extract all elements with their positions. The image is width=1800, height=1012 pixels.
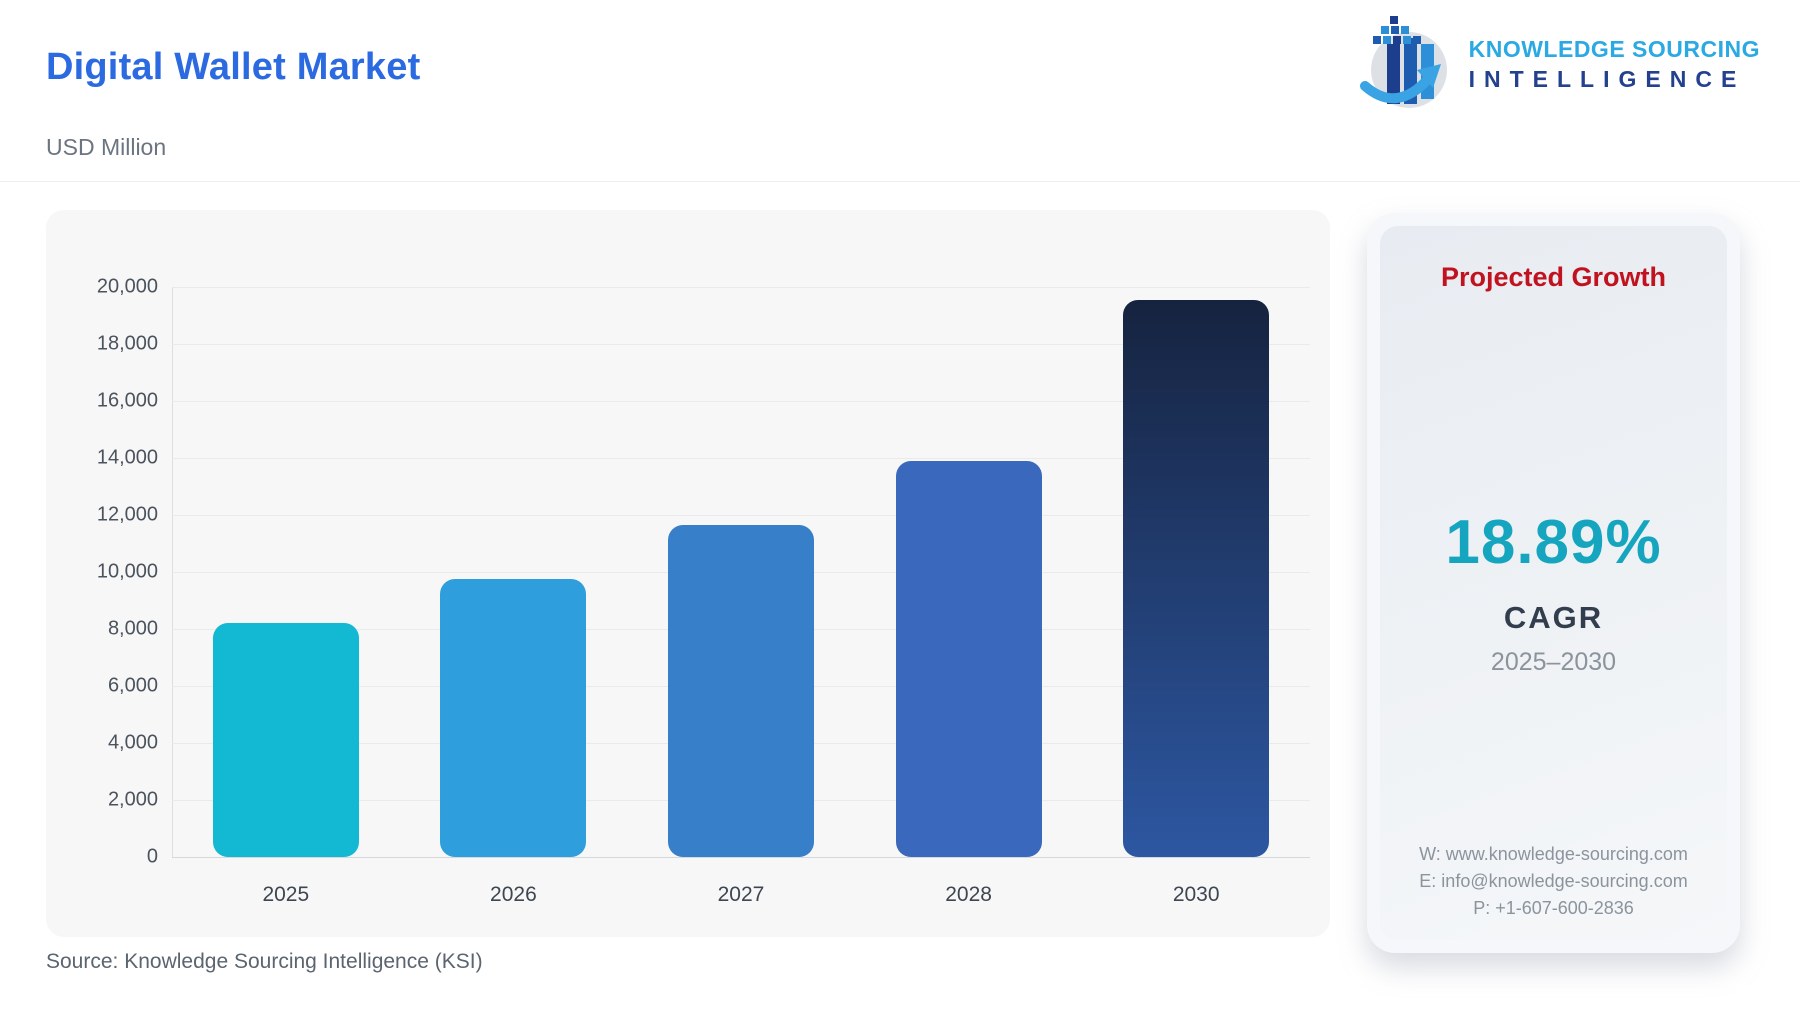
growth-panel-title: Projected Growth <box>1440 262 1667 292</box>
gridline-12000 <box>172 515 1310 516</box>
gridline-18000 <box>172 344 1310 345</box>
bar-2027 <box>667 524 814 857</box>
projected-growth-card-inner: Projected Growth 18.89% CAGR 2025–2030 W… <box>1380 226 1727 940</box>
y-tick-label-4000: 4,000 <box>107 731 158 754</box>
bar-2026 <box>440 579 587 857</box>
bar-chart-plot-area: 20,000 18,000 16,000 14,000 12,000 10,000 8,00… <box>97 276 1310 906</box>
y-tick-label-14000: 14,000 <box>96 446 158 469</box>
x-tick-label-2026: 2026 <box>490 883 537 906</box>
contact-phone: P: +1-607-600-2836 <box>1473 898 1634 918</box>
y-tick-label-0: 0 <box>146 845 158 868</box>
gridline-20000 <box>172 287 1310 288</box>
x-tick-label-2025: 2025 <box>262 883 310 906</box>
bar-2030 <box>1123 299 1270 857</box>
y-tick-label-16000: 16,000 <box>96 389 158 412</box>
x-tick-label-2027: 2027 <box>717 883 765 906</box>
cagr-label: CAGR <box>1503 599 1604 635</box>
chart-unit-label: USD Million <box>46 134 167 160</box>
bar-slot-2026: 2026 <box>400 287 628 906</box>
contact-website: W: www.knowledge-sourcing.com <box>1419 844 1688 864</box>
gridline-14000 <box>172 458 1310 459</box>
bar-chart-panel: 20,000 18,000 16,000 14,000 12,000 10,000 8,00… <box>46 210 1330 937</box>
y-tick-label-8000: 8,000 <box>107 617 158 640</box>
company-logo: KNOWLEDGE SOURCING INTELLIGENCE <box>1357 12 1760 117</box>
bar-2025 <box>212 623 359 857</box>
projected-growth-card: Projected Growth 18.89% CAGR 2025–2030 W… <box>1367 213 1740 953</box>
y-tick-label-12000: 12,000 <box>96 503 158 526</box>
logo-line1: KNOWLEDGE SOURCING <box>1468 36 1760 62</box>
gridline-0 <box>172 857 1310 858</box>
y-tick-label-10000: 10,000 <box>96 560 158 583</box>
y-tick-label-18000: 18,000 <box>96 332 158 355</box>
bar-slot-2027: 2027 <box>627 287 855 906</box>
contact-info: W: www.knowledge-sourcing.com E: info@kn… <box>1419 841 1688 922</box>
bar-slot-2028: 2028 <box>855 287 1083 906</box>
page-title: Digital Wallet Market <box>46 46 421 88</box>
cagr-period: 2025–2030 <box>1490 647 1617 676</box>
logo-text: KNOWLEDGE SOURCING INTELLIGENCE <box>1469 36 1760 93</box>
logo-line2: INTELLIGENCE <box>1468 66 1746 92</box>
bar-slot-2030: 2030 <box>1082 287 1310 906</box>
y-tick-label-6000: 6,000 <box>107 674 158 697</box>
contact-email: E: info@knowledge-sourcing.com <box>1419 871 1688 891</box>
gridline-16000 <box>172 401 1310 402</box>
x-tick-label-2030: 2030 <box>1172 883 1220 906</box>
logo-chart-arrow-icon <box>1357 12 1457 117</box>
header-divider <box>0 181 1800 182</box>
bar-2028 <box>895 460 1042 857</box>
x-tick-label-2028: 2028 <box>945 883 992 906</box>
bar-slot-2025: 2025 <box>172 287 400 906</box>
y-tick-label-20000: 20,000 <box>96 275 158 298</box>
source-note: Source: Knowledge Sourcing Intelligence … <box>46 950 483 973</box>
y-tick-label-2000: 2,000 <box>107 788 158 811</box>
cagr-value: 18.89% <box>1445 507 1662 577</box>
